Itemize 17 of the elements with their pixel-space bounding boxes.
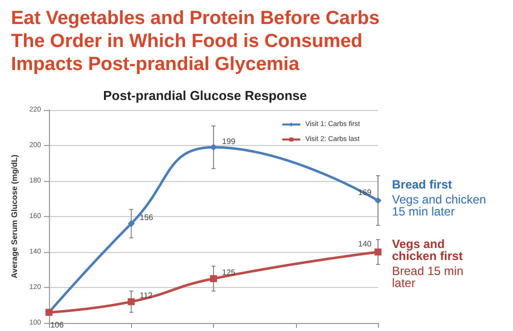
data-label: 106 xyxy=(50,320,64,330)
data-label: 199 xyxy=(222,136,236,146)
text: Vegs and chicken first xyxy=(392,237,463,263)
point xyxy=(210,275,217,282)
point xyxy=(374,197,382,204)
point xyxy=(210,144,217,151)
chart-title: Eat Vegetables and Protein Before Carbs The Order in Which Food is Consumed Impacts Post-prandial Glycemia xyxy=(11,8,380,75)
point xyxy=(128,298,135,306)
text: Bread 15 min later xyxy=(392,264,464,290)
text: Bread first xyxy=(392,178,452,192)
point xyxy=(374,248,382,256)
chart-subtitle: Post-prandial Glucose Response xyxy=(103,88,307,103)
data-label: 140 xyxy=(358,240,372,248)
text: Vegs and chicken 15 min later xyxy=(392,192,486,219)
point xyxy=(128,220,135,228)
y-axis-title: Average Serum Glucose (mg/dL) xyxy=(10,154,19,278)
data-label: 156 xyxy=(140,213,154,222)
